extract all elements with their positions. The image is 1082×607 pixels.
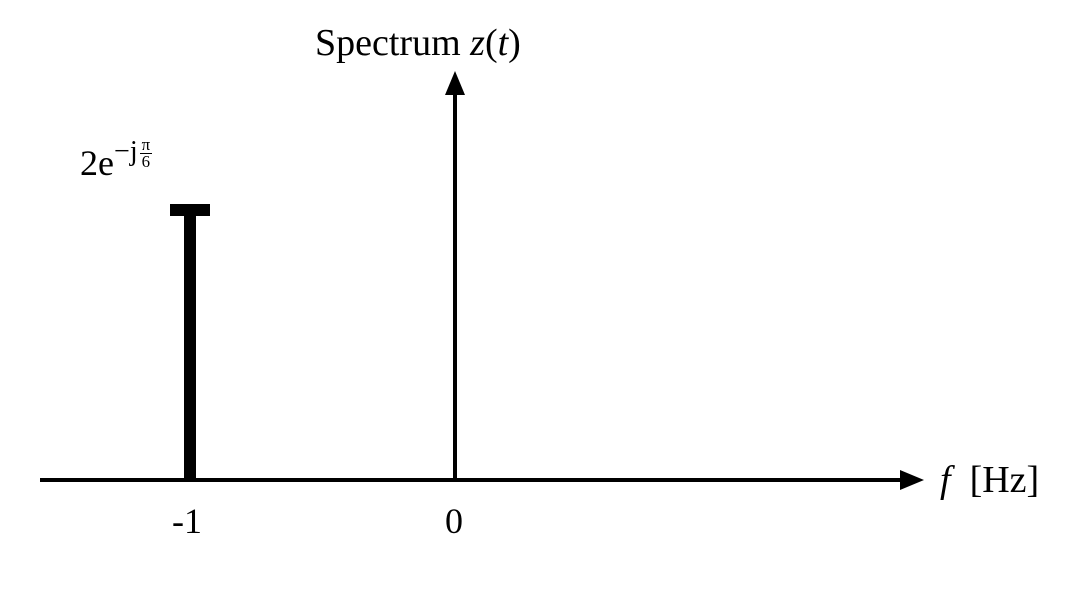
axis-var: f [940, 459, 951, 501]
x-tick-minus1: -1 [172, 500, 202, 542]
axis-unit: [Hz] [970, 459, 1040, 501]
impulse-base: e−jπ6 [98, 142, 114, 184]
title-arg: (t) [485, 22, 521, 64]
plot-svg [0, 0, 1082, 607]
impulse-coeff: 2 [80, 143, 98, 183]
x-axis-label: f [Hz] [940, 458, 1039, 502]
title-prefix: Spectrum [315, 22, 470, 64]
impulse-frac: π6 [140, 137, 153, 170]
x-tick-zero: 0 [445, 500, 463, 542]
chart-title: Spectrum z(t) [315, 21, 521, 65]
title-fn: z [470, 22, 485, 64]
impulse-exponent: −jπ6 [114, 136, 152, 170]
impulse-label: 2e−jπ6 [80, 142, 114, 184]
spectrum-figure: Spectrum z(t) f [Hz] -1 0 2e−jπ6 [0, 0, 1082, 607]
